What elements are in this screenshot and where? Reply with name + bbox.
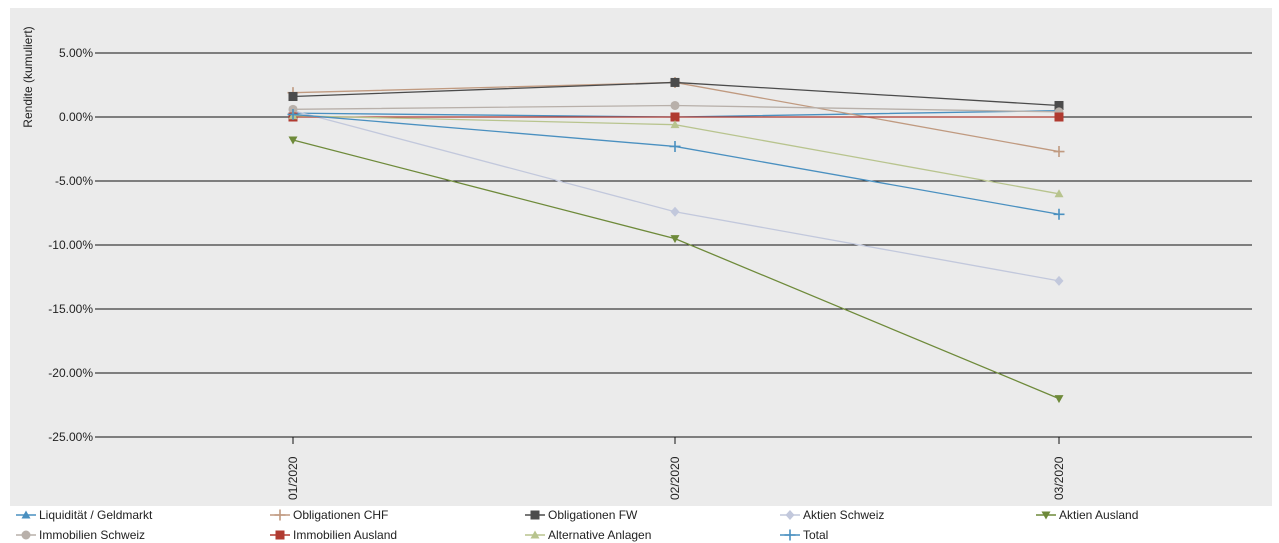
y-axis-ticks: 5.00% 0.00% -5.00% -10.00% -15.00% -20.00% -25… <box>48 46 93 444</box>
data-point <box>670 77 680 87</box>
data-point <box>1053 208 1065 220</box>
legend-marker <box>21 510 31 519</box>
data-point <box>670 120 680 129</box>
legend-marker <box>1041 511 1051 520</box>
data-point <box>288 92 298 102</box>
series-aktien-ausland <box>288 136 1064 404</box>
legend-label: Aktien Schweiz <box>803 508 884 522</box>
legend-item[interactable]: Liquidität / Geldmarkt <box>16 508 153 522</box>
series-obligationen-fw <box>288 77 1064 110</box>
data-point <box>1054 112 1064 122</box>
legend-item[interactable]: Total <box>780 528 828 542</box>
data-point <box>670 100 680 110</box>
legend-marker <box>530 510 540 520</box>
chart-background <box>10 8 1272 506</box>
legend-label: Aktien Ausland <box>1059 508 1138 522</box>
legend: Liquidität / Geldmarkt Obligationen CHF Ob… <box>16 508 1138 542</box>
legend-marker <box>274 509 286 521</box>
y-tick-label: 0.00% <box>59 110 93 124</box>
legend-item[interactable]: Aktien Ausland <box>1036 508 1138 522</box>
data-point <box>1054 189 1064 198</box>
x-tick-label: 01/2020 <box>286 456 300 500</box>
series-layer <box>287 76 1065 404</box>
legend-item[interactable]: Aktien Schweiz <box>780 508 884 522</box>
legend-marker <box>275 530 285 540</box>
y-tick-label: -20.00% <box>48 366 93 380</box>
x-tick-label: 03/2020 <box>1052 456 1066 500</box>
legend-label: Total <box>803 528 828 542</box>
series-total <box>287 108 1065 220</box>
legend-label: Immobilien Schweiz <box>39 528 145 542</box>
y-tick-label: -5.00% <box>55 174 93 188</box>
legend-item[interactable]: Alternative Anlagen <box>525 528 651 542</box>
legend-item[interactable]: Obligationen FW <box>525 508 638 522</box>
legend-marker <box>784 529 796 541</box>
legend-marker <box>21 530 31 540</box>
data-point <box>1054 100 1064 110</box>
legend-item[interactable]: Immobilien Ausland <box>270 528 397 542</box>
legend-label: Alternative Anlagen <box>548 528 651 542</box>
legend-item[interactable]: Obligationen CHF <box>270 508 388 522</box>
data-point <box>1053 146 1065 158</box>
legend-label: Obligationen CHF <box>293 508 388 522</box>
data-point <box>670 206 680 217</box>
legend-item[interactable]: Immobilien Schweiz <box>16 528 145 542</box>
legend-label: Immobilien Ausland <box>293 528 397 542</box>
legend-label: Liquidität / Geldmarkt <box>39 508 153 522</box>
legend-marker <box>785 510 795 520</box>
data-point <box>670 112 680 122</box>
data-point <box>287 108 299 120</box>
data-point <box>288 136 298 145</box>
x-tick-label: 02/2020 <box>668 456 682 500</box>
y-tick-label: -25.00% <box>48 430 93 444</box>
legend-marker <box>530 530 540 539</box>
legend-label: Obligationen FW <box>548 508 638 522</box>
y-tick-label: -15.00% <box>48 302 93 316</box>
data-point <box>669 140 681 152</box>
y-tick-label: 5.00% <box>59 46 93 60</box>
x-axis-ticks: 01/2020 02/2020 03/2020 <box>286 437 1066 500</box>
y-axis-label: Rendite (kumuliert) <box>21 26 35 127</box>
data-point <box>670 235 680 244</box>
y-tick-label: -10.00% <box>48 238 93 252</box>
data-point <box>1054 395 1064 404</box>
data-point <box>1054 275 1064 286</box>
